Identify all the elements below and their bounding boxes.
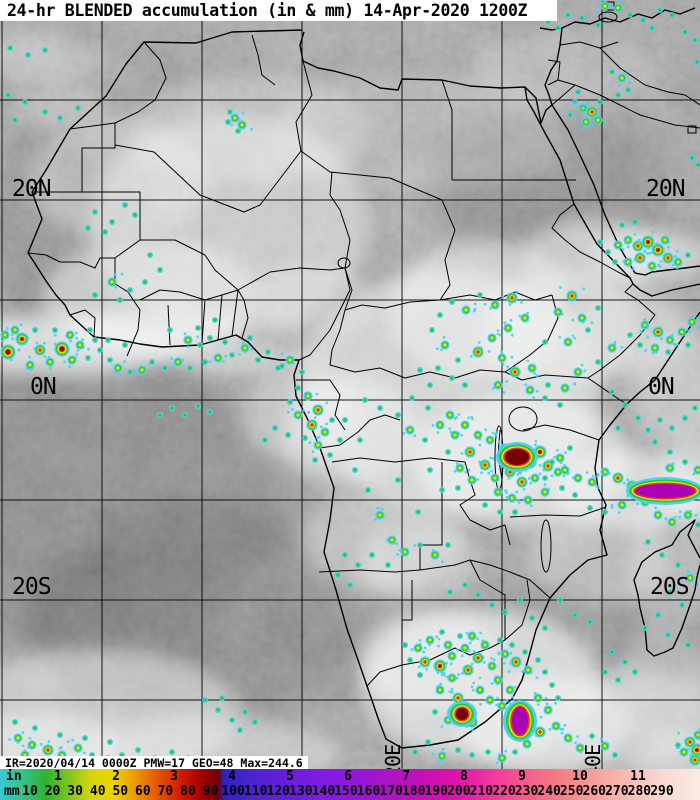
colorbar-inch-tick-6: 6 — [344, 769, 352, 784]
title-bar: 24-hr BLENDED accumulation (in & mm) 14-… — [0, 0, 557, 21]
lat-label-left-0N: 0N — [30, 374, 57, 400]
colorbar-mm-tick-210: 210 — [469, 784, 494, 799]
colorbar-mm-tick-120: 120 — [266, 784, 291, 799]
colorbar-mm-tick-50: 50 — [112, 784, 129, 799]
colorbar-mm-tick-160: 160 — [356, 784, 381, 799]
colorbar-mm-row: mm 10 20 30 40 50 60 70 80 90 100 110 120 130 140 150 16… — [0, 784, 700, 799]
colorbar-unit-in: in — [6, 769, 22, 784]
colorbar-mm-tick-260: 260 — [582, 784, 606, 799]
colorbar-mm-tick-90: 90 — [202, 784, 219, 799]
colorbar-inch-tick-9: 9 — [518, 769, 526, 784]
colorbar-inch-tick-4: 4 — [228, 769, 236, 784]
colorbar-mm-tick-220: 220 — [492, 784, 516, 799]
colorbar-mm-tick-280: 280 — [627, 784, 652, 799]
lat-label-left-20N: 20N — [12, 176, 52, 202]
colorbar-mm-tick-20: 20 — [44, 784, 61, 799]
colorbar-mm-tick-100: 100 — [221, 784, 245, 799]
colorbar-mm-tick-200: 200 — [447, 784, 471, 799]
colorbar-mm-tick-110: 110 — [243, 784, 268, 799]
status-text: IR=2020/04/14 0000Z PMW=17 GEO=48 Max=24… — [5, 756, 303, 770]
map-title: 24-hr BLENDED accumulation (in & mm) 14-… — [7, 1, 528, 20]
colorbar-mm-tick-70: 70 — [157, 784, 174, 799]
lat-label-right-20N: 20N — [646, 176, 686, 202]
colorbar-mm-tick-240: 240 — [537, 784, 561, 799]
colorbar-mm-tick-180: 180 — [401, 784, 426, 799]
colorbar-inch-tick-11: 11 — [630, 769, 646, 784]
lat-label-left-20S: 20S — [12, 574, 52, 600]
colorbar-mm-tick-290: 290 — [650, 784, 674, 799]
colorbar-inches-row: in 1 2 3 4 5 6 7 8 9 10 11 — [0, 769, 700, 784]
colorbar-inch-tick-3: 3 — [170, 769, 178, 784]
colorbar-mm-tick-140: 140 — [311, 784, 336, 799]
colorbar-inch-tick-5: 5 — [286, 769, 294, 784]
colorbar-mm-tick-170: 170 — [379, 784, 403, 799]
colorbar-inch-tick-8: 8 — [460, 769, 468, 784]
lat-label-right-20S: 20S — [650, 574, 690, 600]
lat-label-right-0N: 0N — [648, 374, 675, 400]
colorbar-mm-tick-130: 130 — [289, 784, 313, 799]
colorbar-mm-tick-10: 10 — [22, 784, 38, 799]
colorbar-mm-tick-30: 30 — [67, 784, 83, 799]
colorbar-mm-tick-190: 190 — [424, 784, 448, 799]
colorbar-inch-tick-2: 2 — [112, 769, 120, 784]
colorbar-unit-mm: mm — [4, 784, 20, 799]
colorbar-mm-tick-40: 40 — [89, 784, 106, 799]
colorbar-mm-tick-80: 80 — [180, 784, 196, 799]
colorbar-mm-tick-250: 250 — [559, 784, 584, 799]
status-bar: IR=2020/04/14 0000Z PMW=17 GEO=48 Max=24… — [0, 756, 308, 770]
colorbar-inch-tick-10: 10 — [572, 769, 588, 784]
colorbar-inch-tick-1: 1 — [54, 769, 62, 784]
colorbar-mm-tick-230: 230 — [514, 784, 539, 799]
colorbar-mm-tick-270: 270 — [605, 784, 629, 799]
precip-colorbar-legend: in 1 2 3 4 5 6 7 8 9 10 11 mm 10 20 30 40 50 60 70 80 90 100 1… — [0, 769, 700, 800]
colorbar-inch-tick-7: 7 — [402, 769, 410, 784]
colorbar-mm-tick-60: 60 — [135, 784, 151, 799]
colorbar-mm-tick-150: 150 — [334, 784, 358, 799]
